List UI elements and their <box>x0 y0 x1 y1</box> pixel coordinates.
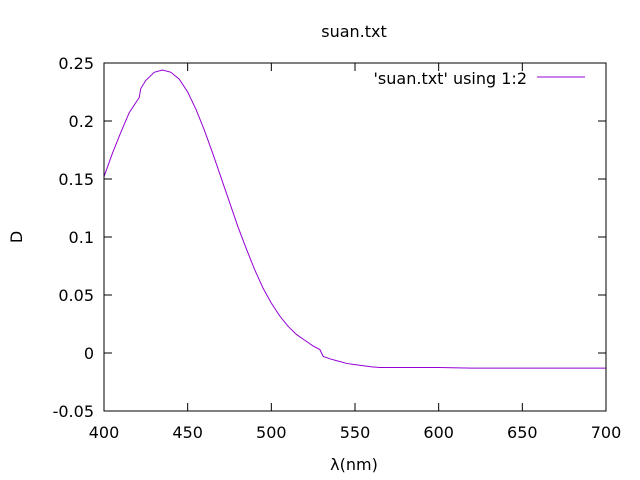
x-tick-label: 400 <box>89 423 120 442</box>
y-tick-label: 0.2 <box>69 112 94 131</box>
x-axis-label: λ(nm) <box>330 455 378 474</box>
x-tick-label: 600 <box>423 423 454 442</box>
y-tick-label: 0.1 <box>69 228 94 247</box>
chart-title: suan.txt <box>321 22 387 41</box>
y-tick-label: 0.05 <box>58 286 94 305</box>
x-axis-ticks: 400 450 500 550 600 650 700 <box>89 63 622 442</box>
legend: 'suan.txt' using 1:2 <box>374 69 585 88</box>
y-tick-label: 0 <box>84 344 94 363</box>
y-tick-label: -0.05 <box>53 402 94 421</box>
legend-label: 'suan.txt' using 1:2 <box>374 69 527 88</box>
x-tick-label: 700 <box>591 423 622 442</box>
y-axis-ticks: -0.05 0 0.05 0.1 0.15 0.2 0.25 <box>53 54 606 421</box>
plot-frame <box>103 62 607 412</box>
y-tick-label: 0.15 <box>58 170 94 189</box>
series-line <box>103 69 606 369</box>
x-tick-label: 650 <box>507 423 538 442</box>
x-tick-label: 450 <box>172 423 203 442</box>
x-tick-label: 550 <box>340 423 371 442</box>
series-layer <box>103 69 606 369</box>
y-tick-label: 0.25 <box>58 54 94 73</box>
x-tick-label: 500 <box>256 423 287 442</box>
y-axis-label: D <box>7 231 26 243</box>
